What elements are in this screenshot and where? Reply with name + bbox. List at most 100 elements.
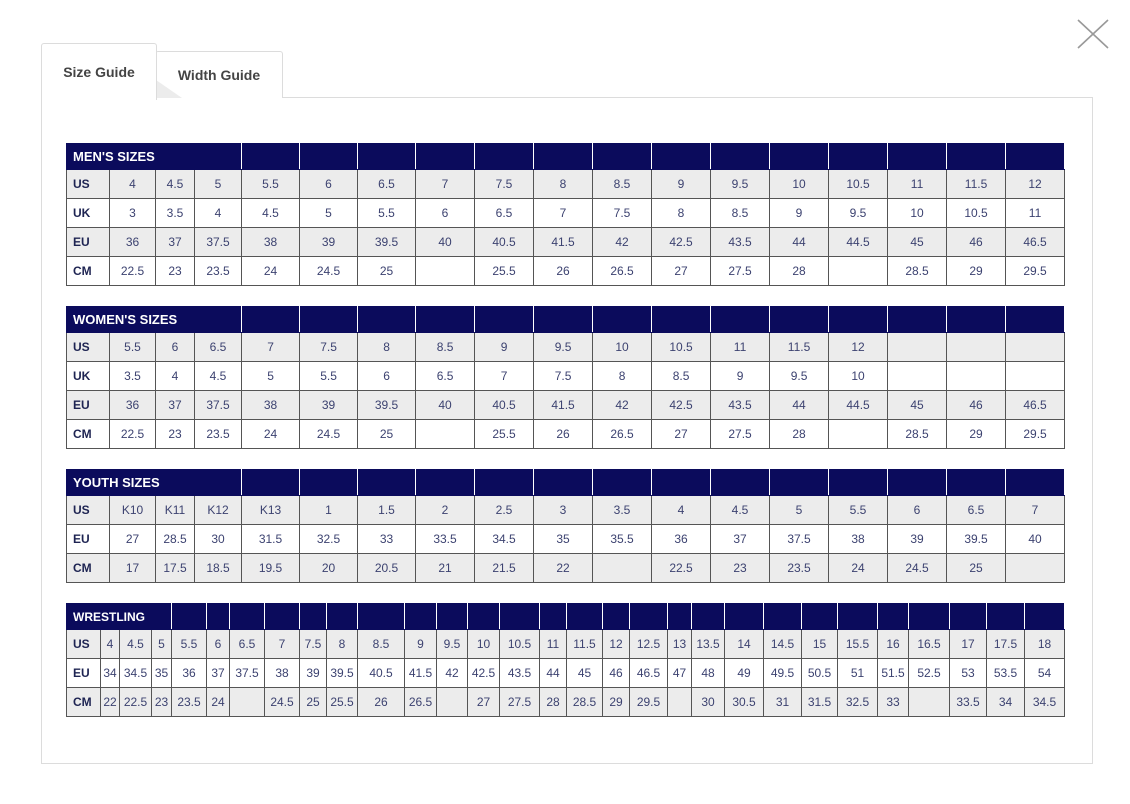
size-cell: 4.5 [241, 198, 301, 228]
header-cell [357, 143, 417, 170]
size-cell: 8.5 [592, 169, 653, 199]
header-cell [229, 603, 265, 630]
size-cell: 37.5 [229, 658, 265, 688]
size-cell: 24 [241, 256, 301, 286]
tab-size-guide[interactable]: Size Guide [41, 43, 157, 100]
size-cell [946, 332, 1007, 362]
size-cell: 35.5 [592, 524, 652, 554]
table-row: CM 22 22.5 23 23.5 24 24.5 25 25.5 26 26.5 27 27.5 28… [66, 687, 1065, 717]
size-cell: 7.5 [299, 629, 327, 659]
size-cell [887, 332, 948, 362]
size-cell: 7.5 [474, 169, 535, 199]
size-cell: 29 [946, 256, 1007, 286]
size-cell: 48 [691, 658, 725, 688]
size-cell: 30 [194, 524, 242, 554]
size-cell: 41.5 [404, 658, 437, 688]
size-cell: 9.5 [828, 198, 889, 228]
size-cell: 38 [264, 658, 300, 688]
size-cell: 11 [887, 169, 948, 199]
size-cell: 12 [1005, 169, 1066, 199]
size-cell: 10.5 [499, 629, 540, 659]
size-cell: 4.5 [119, 629, 152, 659]
size-cell: 4.5 [710, 495, 770, 525]
size-cell [415, 256, 476, 286]
header-cell [651, 306, 712, 333]
header-cell [769, 143, 830, 170]
size-cell: 6 [357, 361, 417, 391]
size-cell: 47 [667, 658, 692, 688]
size-cell: 4 [155, 361, 195, 391]
size-cell: 37.5 [769, 524, 829, 554]
header-cell [415, 469, 475, 496]
size-cell: 19.5 [241, 553, 300, 583]
table-row: US K10 K11 K12 K13 1 1.5 2 2.5 3 3.5 4 4.5 5 5.5 6 6.5 7 [66, 495, 1065, 525]
header-cell [241, 306, 301, 333]
size-cell: 12.5 [629, 629, 668, 659]
header-cell [828, 143, 889, 170]
size-cell: 26.5 [404, 687, 437, 717]
size-cell: 1 [299, 495, 358, 525]
size-cell: 4 [100, 629, 120, 659]
size-cell [828, 256, 889, 286]
size-cell: 33.5 [415, 524, 475, 554]
row-label: CM [66, 553, 110, 583]
size-cell: 31.5 [801, 687, 838, 717]
table-row: UK 3 3.5 4 4.5 5 5.5 6 6.5 7 7.5 8 8.5 9 9.5 10 10.5 11 [66, 198, 1066, 228]
size-cell: 9 [651, 169, 712, 199]
row-label: EU [66, 227, 110, 257]
size-cell: 6 [415, 198, 476, 228]
size-cell: 2 [415, 495, 475, 525]
close-button[interactable] [1076, 18, 1110, 50]
table-row: UK 3.5 4 4.5 5 5.5 6 6.5 7 7.5 8 8.5 9 9.5 10 [66, 361, 1066, 391]
size-cell: 21.5 [474, 553, 534, 583]
tab-width-guide[interactable]: Width Guide [155, 51, 283, 98]
size-cell: 39.5 [357, 390, 417, 420]
size-cell: 9 [474, 332, 535, 362]
size-cell: 4.5 [193, 361, 243, 391]
row-label: CM [66, 687, 101, 717]
size-cell: 36 [109, 390, 156, 420]
header-cell [533, 469, 593, 496]
size-cell: 26.5 [592, 419, 653, 449]
row-label: US [66, 332, 110, 362]
size-cell: 42.5 [651, 390, 712, 420]
size-cell: 42.5 [651, 227, 712, 257]
size-cell: 34 [100, 658, 120, 688]
size-cell: 25.5 [326, 687, 358, 717]
size-cell: 11 [1005, 198, 1066, 228]
size-cell: 6.5 [193, 332, 243, 362]
size-cell: 8.5 [651, 361, 712, 391]
size-cell: 10 [828, 361, 889, 391]
size-cell: 54 [1024, 658, 1065, 688]
size-cell: 24 [206, 687, 230, 717]
size-cell: 6.5 [474, 198, 535, 228]
size-cell: 46.5 [1005, 227, 1066, 257]
header-cell [691, 603, 725, 630]
size-cell: 8 [533, 169, 594, 199]
table-row: EU 36 37 37.5 38 39 39.5 40 40.5 41.5 42 42.5 43.5 44… [66, 227, 1066, 257]
size-cell: 27.5 [499, 687, 540, 717]
size-cell: 28 [769, 256, 830, 286]
table-row: CM 17 17.5 18.5 19.5 20 20.5 21 21.5 22 22.5 23 23.5… [66, 553, 1065, 583]
size-cell: 28.5 [887, 419, 948, 449]
size-cell: 23.5 [769, 553, 829, 583]
header-cell [724, 603, 764, 630]
header-cell [949, 603, 987, 630]
row-label: EU [66, 524, 110, 554]
size-cell: 37 [206, 658, 230, 688]
size-cell: 45 [887, 390, 948, 420]
size-cell: 39.5 [946, 524, 1006, 554]
header-cell [828, 469, 888, 496]
header-cell [467, 603, 500, 630]
size-cell: 44.5 [828, 390, 889, 420]
header-cell [887, 143, 948, 170]
size-cell: 39 [299, 390, 359, 420]
size-cell: 35 [533, 524, 593, 554]
size-cell: 26.5 [592, 256, 653, 286]
size-cell: 7 [415, 169, 476, 199]
size-cell: 8.5 [415, 332, 476, 362]
header-cell [651, 469, 711, 496]
size-cell: 34.5 [1024, 687, 1065, 717]
size-cell: 44 [769, 390, 830, 420]
table-row: EU 34 34.5 35 36 37 37.5 38 39 39.5 40.5 41.5 42 42.5… [66, 658, 1065, 688]
